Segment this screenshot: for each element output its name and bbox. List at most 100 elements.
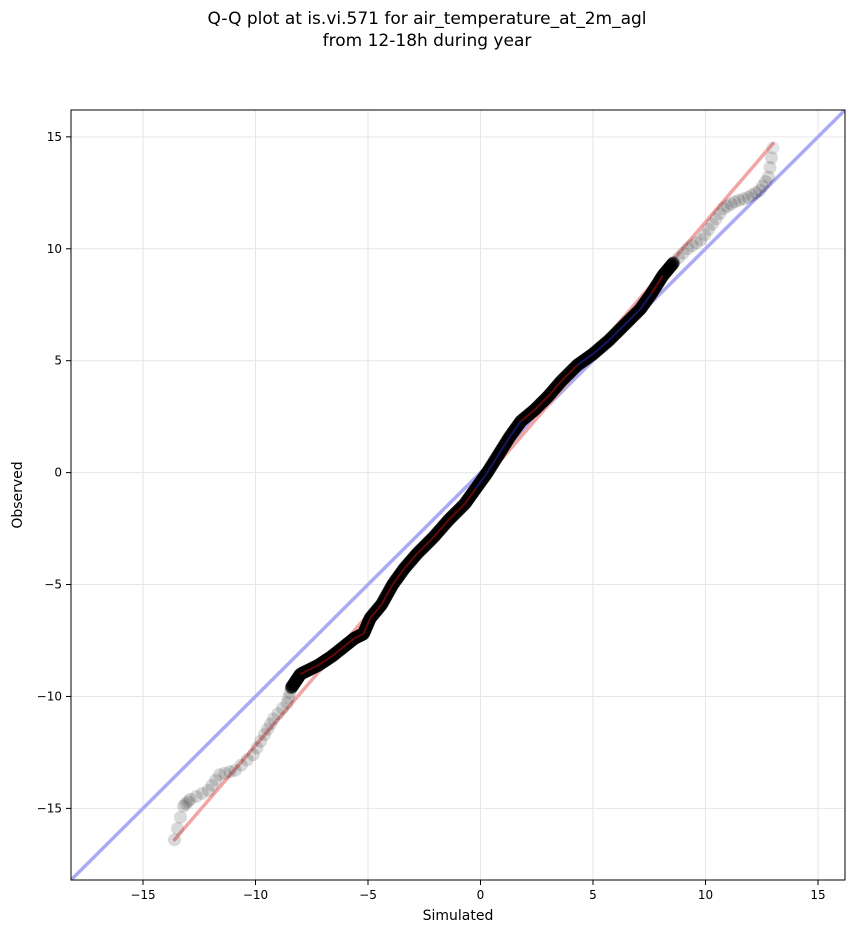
data-point [720, 199, 734, 213]
data-point [672, 251, 685, 265]
data-point [209, 773, 223, 787]
data-point [250, 741, 264, 755]
data-point [759, 175, 772, 189]
data-point [246, 748, 260, 762]
data-point [271, 707, 285, 721]
y-tick-label: 10 [47, 242, 62, 256]
data-point [258, 728, 271, 742]
inner-trace [380, 584, 394, 606]
data-point [709, 212, 723, 226]
data-point [174, 810, 187, 824]
x-axis: −15 −10 −5 0 5 10 15 [130, 880, 826, 902]
inner-trace [608, 324, 626, 342]
x-axis-label: Simulated [423, 908, 494, 924]
data-point [717, 201, 730, 215]
inner-trace [486, 454, 500, 474]
data-point [666, 256, 680, 270]
data-point [766, 141, 780, 155]
y-axis: −15 −10 −5 0 5 10 15 [37, 130, 71, 815]
y-tick-label: −10 [37, 689, 62, 703]
data-point [179, 797, 193, 811]
data-point [168, 833, 181, 847]
data-point [181, 795, 195, 809]
data-point [171, 822, 184, 836]
data-point [741, 190, 755, 204]
inner-trace [576, 353, 594, 366]
y-tick-label: −15 [37, 801, 62, 815]
y-tick-label: 5 [54, 354, 62, 368]
points-layer [168, 141, 780, 847]
data-point [280, 696, 294, 710]
data-point [254, 734, 268, 748]
x-tick-label: 0 [477, 888, 485, 902]
inner-trace [592, 339, 610, 355]
data-point [189, 789, 203, 803]
inner-trace [354, 632, 364, 640]
inner-trace [497, 436, 511, 456]
x-tick-label: 15 [810, 888, 825, 902]
data-point [765, 151, 778, 165]
y-tick-label: 15 [47, 130, 62, 144]
data-point [762, 170, 775, 184]
data-point [261, 722, 274, 736]
data-point [702, 222, 715, 236]
data-point [685, 239, 699, 253]
data-point [753, 184, 766, 198]
data-point [234, 758, 248, 772]
inner-trace [317, 655, 333, 666]
inner-trace [547, 380, 563, 398]
x-tick-label: 5 [589, 888, 597, 902]
data-point [228, 763, 242, 777]
data-point [713, 207, 727, 221]
data-point [276, 701, 289, 715]
inner-trace [448, 503, 466, 521]
data-point [681, 242, 694, 256]
inner-trace [331, 646, 344, 657]
inner-trace [403, 552, 419, 570]
y-tick-label: −5 [44, 578, 62, 592]
inner-trace [639, 292, 653, 310]
inner-trace [560, 364, 578, 382]
data-point [724, 197, 738, 211]
inner-trace [508, 420, 522, 438]
inner-trace [475, 472, 489, 489]
data-point [676, 246, 690, 260]
data-point [218, 766, 232, 780]
data-point [213, 768, 226, 782]
inner-trace [342, 637, 356, 648]
data-point [282, 691, 295, 705]
inner-trace [391, 568, 405, 586]
data-point [690, 236, 703, 250]
inner-trace [369, 604, 383, 619]
chart-subtitle-line2: from 12-18h during year [322, 31, 532, 51]
data-point [201, 783, 215, 797]
data-point [728, 195, 742, 209]
inner-trace [463, 487, 477, 505]
inner-trace [416, 536, 434, 554]
reference-line [71, 110, 845, 880]
data-point [177, 799, 190, 813]
inner-trace [432, 518, 450, 539]
inner-trace [362, 617, 372, 635]
data-point [195, 786, 209, 800]
reference-line-layer [71, 110, 845, 880]
data-point [183, 792, 197, 806]
data-point [732, 193, 746, 207]
plot-frame [70, 109, 846, 881]
data-point [698, 228, 712, 242]
data-point [267, 712, 280, 726]
data-point [763, 160, 777, 174]
data-point [705, 217, 719, 231]
data-point [749, 186, 763, 200]
data-point [264, 717, 277, 731]
x-tick-label: −15 [130, 888, 155, 902]
inner-trace [300, 664, 319, 675]
data-point [694, 233, 708, 247]
data-point [205, 778, 219, 792]
data-point [223, 765, 237, 779]
data-point [737, 192, 751, 206]
grid-layer [71, 110, 845, 880]
inner-trace [520, 409, 536, 422]
y-axis-label: Observed [10, 461, 26, 528]
